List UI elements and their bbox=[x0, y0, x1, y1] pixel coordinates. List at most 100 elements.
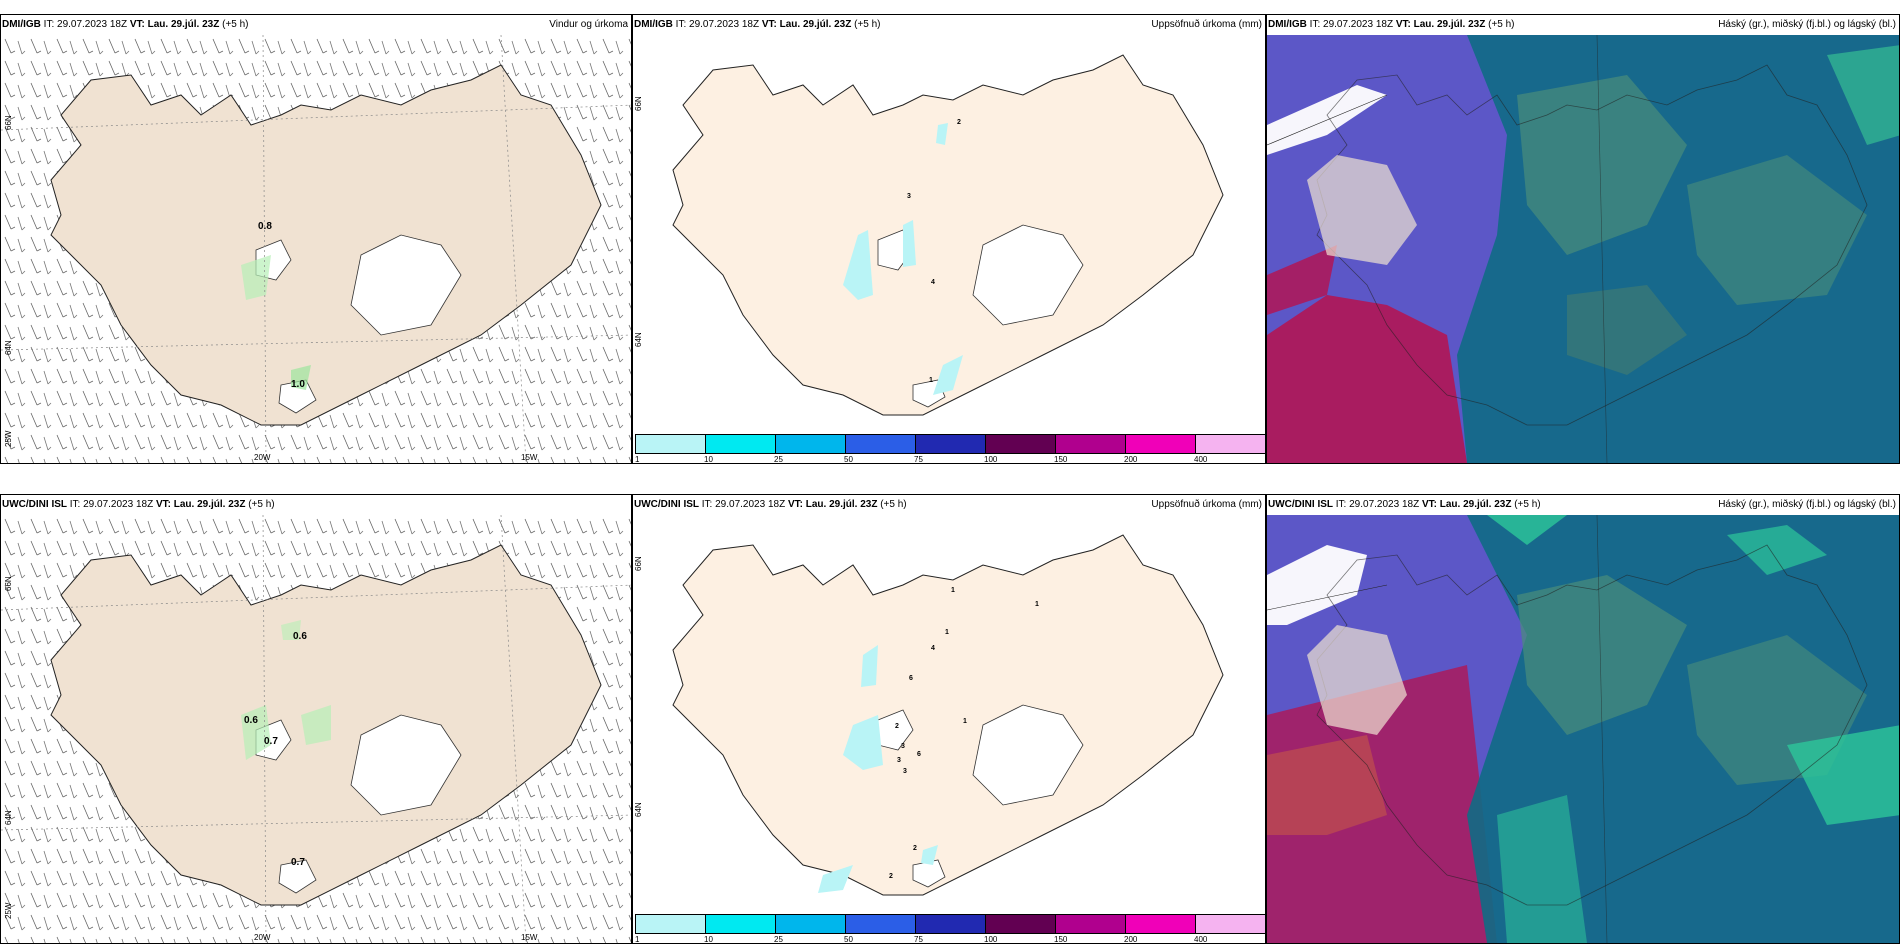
colorbar-swatch bbox=[915, 914, 985, 934]
colorbar-tick: 1 bbox=[635, 935, 640, 944]
precip-area bbox=[936, 123, 948, 145]
wind-panel-dmi: DMI/IGB IT: 29.07.2023 18Z VT: Lau. 29.j… bbox=[0, 14, 632, 464]
glacier bbox=[350, 714, 462, 816]
panel-header: UWC/DINI ISL IT: 29.07.2023 18Z VT: Lau.… bbox=[2, 499, 275, 510]
precip-panel-dini: UWC/DINI ISL IT: 29.07.2023 18Z VT: Lau.… bbox=[632, 494, 1266, 944]
colorbar-tick: 200 bbox=[1124, 935, 1138, 944]
panel-header: DMI/IGB IT: 29.07.2023 18Z VT: Lau. 29.j… bbox=[2, 19, 249, 30]
colorbar-swatch bbox=[985, 914, 1055, 934]
panel-title: Uppsöfnuð úrkoma (mm) bbox=[1151, 19, 1262, 30]
precip-patch bbox=[241, 255, 271, 300]
colorbar-tick: 150 bbox=[1054, 455, 1068, 464]
precip-value: 6 bbox=[917, 751, 921, 758]
cloud-panel-dini: UWC/DINI ISL IT: 29.07.2023 18Z VT: Lau.… bbox=[1266, 494, 1900, 944]
precip-value: 3 bbox=[903, 768, 907, 775]
colorbar-swatch bbox=[705, 434, 775, 454]
cloud-map bbox=[1267, 35, 1899, 463]
colorbar-swatch bbox=[845, 434, 915, 454]
colorbar-swatch bbox=[1055, 434, 1125, 454]
colorbar-swatch bbox=[845, 914, 915, 934]
precip-value: 3 bbox=[907, 193, 911, 200]
colorbar-tick: 100 bbox=[984, 455, 998, 464]
colorbar-tick: 50 bbox=[844, 935, 853, 944]
iceland-land bbox=[50, 64, 602, 426]
panel-header: UWC/DINI ISL IT: 29.07.2023 18Z VT: Lau.… bbox=[1268, 499, 1541, 510]
lon-label: 15W bbox=[521, 933, 538, 942]
panel-title: Uppsöfnuð úrkoma (mm) bbox=[1151, 499, 1262, 510]
colorbar-tick: 25 bbox=[774, 935, 783, 944]
wind-map bbox=[1, 35, 631, 463]
precip-panel-dmi: DMI/IGB IT: 29.07.2023 18Z VT: Lau. 29.j… bbox=[632, 14, 1266, 464]
precip-value: 2 bbox=[889, 873, 893, 880]
precip-value: 1.0 bbox=[291, 379, 305, 390]
colorbar-swatch bbox=[985, 434, 1055, 454]
colorbar-tick: 200 bbox=[1124, 455, 1138, 464]
precip-value: 1 bbox=[951, 587, 955, 594]
lat-label: 64N bbox=[4, 810, 13, 825]
lat-label: 66N bbox=[4, 115, 13, 130]
precip-area bbox=[933, 355, 963, 395]
colorbar-swatch bbox=[635, 914, 705, 934]
iceland-land bbox=[672, 534, 1224, 896]
panel-title: Háský (gr.), miðský (fj.bl.) og lágský (… bbox=[1718, 499, 1896, 510]
colorbar-tick: 1 bbox=[635, 455, 640, 464]
lat-label: 64N bbox=[634, 802, 643, 817]
precip-value: 2 bbox=[895, 723, 899, 730]
precip-value: 1 bbox=[929, 377, 933, 384]
wind-panel-dini: UWC/DINI ISL IT: 29.07.2023 18Z VT: Lau.… bbox=[0, 494, 632, 944]
glacier bbox=[972, 704, 1084, 806]
precip-value: 0.7 bbox=[264, 736, 278, 747]
precip-area bbox=[818, 865, 853, 893]
colorbar-swatch bbox=[775, 434, 845, 454]
colorbar-swatch bbox=[775, 914, 845, 934]
precip-value: 0.7 bbox=[291, 857, 305, 868]
precip-map bbox=[672, 54, 1224, 416]
cloud-map bbox=[1267, 515, 1899, 943]
precip-value: 1 bbox=[963, 718, 967, 725]
precip-area bbox=[861, 645, 878, 687]
precip-map bbox=[672, 534, 1224, 896]
panel-header: DMI/IGB IT: 29.07.2023 18Z VT: Lau. 29.j… bbox=[1268, 19, 1515, 30]
colorbar-tick: 400 bbox=[1194, 935, 1208, 944]
panel-header: DMI/IGB IT: 29.07.2023 18Z VT: Lau. 29.j… bbox=[634, 19, 881, 30]
precip-value: 2 bbox=[957, 119, 961, 126]
colorbar-swatch bbox=[915, 434, 985, 454]
precip-patch bbox=[281, 620, 301, 640]
lon-label: 25W bbox=[4, 430, 13, 447]
precip-area bbox=[903, 220, 916, 267]
precip-area bbox=[921, 845, 938, 865]
lat-label: 66N bbox=[634, 96, 643, 111]
cloud-panel-dmi: DMI/IGB IT: 29.07.2023 18Z VT: Lau. 29.j… bbox=[1266, 14, 1900, 464]
precip-value: 0.8 bbox=[258, 221, 272, 232]
panel-header: UWC/DINI ISL IT: 29.07.2023 18Z VT: Lau.… bbox=[634, 499, 907, 510]
precip-value: 1 bbox=[1035, 601, 1039, 608]
precip-value: 4 bbox=[931, 645, 935, 652]
colorbar-swatch bbox=[635, 434, 705, 454]
glacier bbox=[350, 234, 462, 336]
colorbar-tick: 50 bbox=[844, 455, 853, 464]
precip-value: 0.6 bbox=[244, 715, 258, 726]
colorbar-swatch bbox=[705, 914, 775, 934]
colorbar-swatch bbox=[1195, 434, 1265, 454]
precip-patch bbox=[301, 705, 331, 745]
glacier bbox=[972, 224, 1084, 326]
precip-area bbox=[843, 230, 873, 300]
colorbar-tick: 400 bbox=[1194, 455, 1208, 464]
precip-value: 1 bbox=[945, 629, 949, 636]
glacier bbox=[278, 859, 317, 894]
lat-label: 66N bbox=[634, 556, 643, 571]
lat-label: 64N bbox=[4, 340, 13, 355]
lon-label: 20W bbox=[254, 453, 271, 462]
precip-patch bbox=[291, 365, 311, 390]
colorbar-tick: 10 bbox=[704, 455, 713, 464]
colorbar bbox=[635, 914, 1265, 934]
colorbar-swatch bbox=[1055, 914, 1125, 934]
precip-value: 6 bbox=[909, 675, 913, 682]
precip-patch bbox=[241, 705, 271, 760]
panel-title: Vindur og úrkoma bbox=[549, 19, 628, 30]
colorbar-tick: 25 bbox=[774, 455, 783, 464]
precip-value: 0.6 bbox=[293, 631, 307, 642]
precip-value: 2 bbox=[913, 845, 917, 852]
lon-label: 15W bbox=[521, 453, 538, 462]
colorbar-tick: 10 bbox=[704, 935, 713, 944]
